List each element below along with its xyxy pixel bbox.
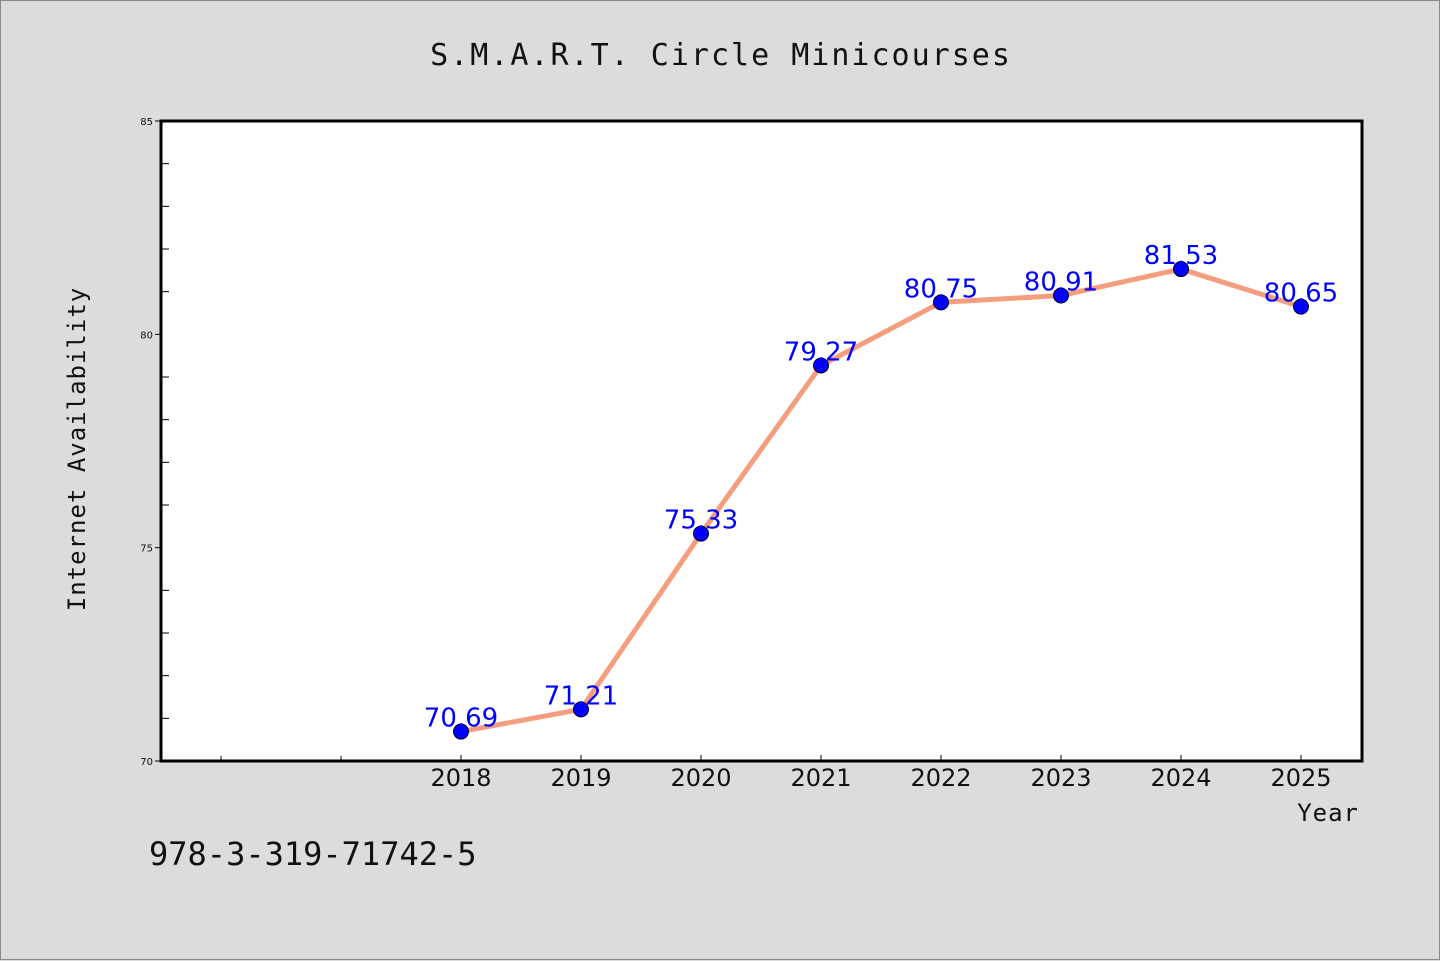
x-axis-ticks: 2018 2019 2020 2021 2022 2023 2024 2025 (220, 755, 1332, 792)
y-axis-label: Internet Availability (63, 287, 91, 611)
data-label: 80.75 (904, 274, 978, 304)
x-tick-label: 2023 (1030, 764, 1091, 792)
data-label: 80.91 (1024, 268, 1098, 298)
data-label: 75.33 (664, 506, 738, 536)
x-tick-label: 2019 (550, 764, 611, 792)
plot-border (159, 119, 1364, 763)
data-labels: 70.69 71.21 75.33 79.27 80.75 80.91 81.53 80.65 (424, 241, 1338, 734)
data-label: 80.65 (1264, 279, 1338, 309)
data-markers (453, 261, 1309, 740)
data-point (453, 723, 469, 740)
data-point (693, 525, 709, 542)
data-label: 79.27 (784, 337, 858, 367)
data-label: 70.69 (424, 704, 498, 734)
y-tick-label: 85 (140, 117, 153, 128)
y-tick-label: 75 (140, 544, 153, 555)
data-point (813, 357, 829, 374)
x-tick-label: 2021 (790, 764, 851, 792)
x-tick-label: 2022 (910, 764, 971, 792)
data-point (1053, 287, 1069, 304)
data-point (1173, 261, 1189, 278)
series-line (460, 266, 1302, 735)
data-label: 81.53 (1144, 241, 1218, 271)
data-point (573, 701, 589, 718)
footer-isbn: 978-3-319-71742-5 (149, 835, 477, 873)
x-tick-label: 2024 (1150, 764, 1211, 792)
chart-title: S.M.A.R.T. Circle Minicourses (430, 38, 1012, 73)
data-label: 71.21 (544, 681, 618, 711)
y-tick-label: 70 (140, 757, 153, 768)
plot-area (161, 121, 1362, 761)
x-tick-label: 2018 (430, 764, 491, 792)
x-tick-label: 2025 (1270, 764, 1331, 792)
y-tick-label: 80 (140, 330, 153, 341)
x-axis-label: Year (1297, 799, 1359, 827)
x-tick-label: 2020 (670, 764, 731, 792)
data-point (1293, 298, 1309, 315)
data-point (933, 294, 949, 311)
